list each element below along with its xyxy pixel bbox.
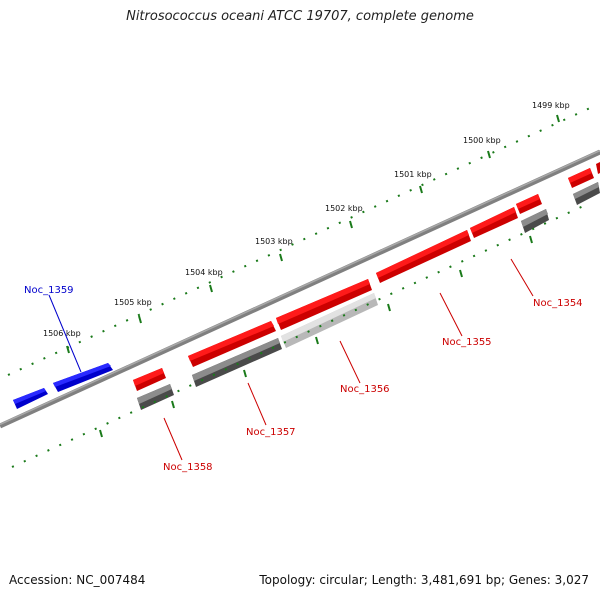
genome-backbone — [0, 149, 600, 429]
gene-label-noc-1358[interactable]: Noc_1358 — [163, 462, 213, 473]
gene-noc-1357-arrow[interactable] — [188, 321, 276, 367]
genome-summary-text: Topology: circular; Length: 3,481,691 bp… — [259, 573, 589, 587]
gene-noc-1355-arrow[interactable] — [376, 230, 471, 283]
leader-lines — [48, 258, 534, 461]
cds-features — [137, 182, 600, 410]
kbp-label-1504: 1504 kbp — [185, 268, 223, 277]
kbp-label-1499: 1499 kbp — [532, 101, 570, 110]
gene-noc-1359-arrow[interactable] — [13, 363, 113, 409]
gene-label-noc-1356[interactable]: Noc_1356 — [340, 384, 390, 395]
kbp-label-1503: 1503 kbp — [255, 237, 293, 246]
gene-label-noc-1359[interactable]: Noc_1359 — [24, 285, 74, 296]
accession-text: Accession: NC_007484 — [9, 573, 146, 587]
gene-label-noc-1354[interactable]: Noc_1354 — [533, 298, 583, 309]
kbp-label-1500: 1500 kbp — [463, 136, 501, 145]
kbp-label-1502: 1502 kbp — [325, 204, 363, 213]
gene-label-noc-1357[interactable]: Noc_1357 — [246, 427, 296, 438]
outer-tick-ruler — [7, 107, 591, 376]
gene-noc-1358-arrow[interactable] — [133, 368, 166, 391]
gene-label-noc-1355[interactable]: Noc_1355 — [442, 337, 492, 348]
kbp-label-1506: 1506 kbp — [43, 329, 81, 338]
inner-tick-ruler — [11, 202, 591, 468]
gene-noc-1356-arrow[interactable] — [276, 279, 372, 330]
gene-noc-1354-arrow[interactable] — [470, 162, 600, 238]
map-title: Nitrosococcus oceani ATCC 19707, complet… — [126, 9, 474, 24]
kbp-label-1505: 1505 kbp — [114, 298, 152, 307]
kbp-label-1501: 1501 kbp — [394, 170, 432, 179]
